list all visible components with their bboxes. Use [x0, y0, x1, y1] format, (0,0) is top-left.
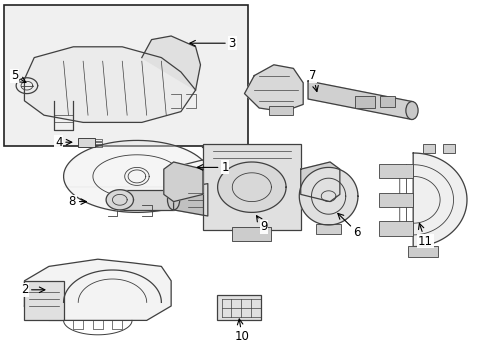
Bar — [232, 227, 271, 241]
Polygon shape — [412, 153, 466, 247]
Polygon shape — [299, 167, 357, 225]
Polygon shape — [24, 259, 171, 320]
Polygon shape — [163, 162, 203, 202]
Bar — [203, 144, 300, 230]
Polygon shape — [106, 190, 133, 210]
Bar — [442, 144, 454, 153]
Bar — [255, 299, 260, 313]
Polygon shape — [217, 162, 285, 212]
Bar — [379, 96, 394, 107]
Text: 11: 11 — [417, 224, 432, 248]
Text: 2: 2 — [20, 283, 45, 296]
Bar — [120, 190, 173, 210]
Text: 5: 5 — [11, 69, 26, 82]
Bar — [4, 5, 248, 146]
Text: 6: 6 — [337, 213, 360, 239]
Bar — [378, 193, 412, 207]
Text: 7: 7 — [308, 69, 318, 91]
Bar — [316, 224, 340, 234]
Text: 10: 10 — [234, 319, 249, 343]
Polygon shape — [142, 36, 200, 90]
Bar — [407, 246, 437, 257]
Bar — [422, 144, 434, 153]
Polygon shape — [244, 65, 303, 112]
Bar — [216, 295, 260, 320]
Polygon shape — [307, 81, 411, 120]
Text: 8: 8 — [68, 195, 86, 208]
Text: 3: 3 — [189, 37, 236, 50]
Text: 1: 1 — [197, 161, 228, 174]
Ellipse shape — [167, 190, 180, 210]
Bar — [378, 164, 412, 178]
Polygon shape — [300, 162, 339, 202]
Polygon shape — [24, 47, 195, 122]
Text: 9: 9 — [256, 216, 267, 233]
Bar — [78, 138, 95, 147]
Bar — [268, 106, 293, 115]
Polygon shape — [173, 184, 207, 216]
Ellipse shape — [405, 102, 417, 120]
Bar — [378, 221, 412, 236]
Bar — [24, 281, 63, 320]
Bar — [216, 299, 221, 313]
Text: 4: 4 — [55, 136, 72, 149]
Bar — [355, 96, 374, 108]
